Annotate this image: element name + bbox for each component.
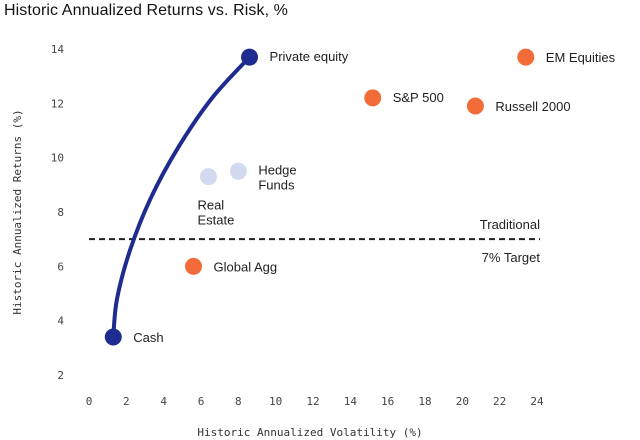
x-tick-label: 12 <box>306 395 319 408</box>
y-tick-label: 8 <box>57 206 64 219</box>
y-tick-label: 2 <box>57 369 64 382</box>
x-tick-label: 10 <box>269 395 282 408</box>
x-tick-label: 18 <box>418 395 431 408</box>
efficient-frontier-curve <box>111 55 252 339</box>
y-axis-title: Historic Annualized Returns (%) <box>11 109 24 314</box>
x-tick-label: 14 <box>344 395 358 408</box>
point-hedge-funds <box>229 162 247 180</box>
data-points <box>104 48 535 346</box>
label-private-equity: Private equity <box>270 49 349 64</box>
reference-line-label-top: Traditional <box>480 217 540 232</box>
x-tick-label: 2 <box>123 395 130 408</box>
y-tick-label: 4 <box>57 315 64 328</box>
label-s-p-500: S&P 500 <box>393 90 444 105</box>
reference-line-label-bottom: 7% Target <box>482 250 541 265</box>
point-global-agg <box>185 257 203 275</box>
y-tick-label: 10 <box>51 152 64 165</box>
point-russell-2000 <box>466 97 484 115</box>
x-tick-label: 8 <box>235 395 242 408</box>
label-russell-2000: Russell 2000 <box>495 99 570 114</box>
point-private-equity <box>241 48 259 66</box>
label-cash: Cash <box>133 330 163 345</box>
x-tick-label: 0 <box>86 395 93 408</box>
point-em-equities <box>517 48 535 66</box>
chart-title: Historic Annualized Returns vs. Risk, % <box>4 2 289 19</box>
x-tick-label: 16 <box>381 395 394 408</box>
point-s-p-500 <box>364 89 382 107</box>
label-hedge-funds: Hedge Funds <box>258 162 296 192</box>
y-axis-ticks: 2 4 6 8 10 12 14 <box>51 43 65 382</box>
x-tick-label: 20 <box>456 395 469 408</box>
point-real-estate <box>199 168 217 186</box>
x-tick-label: 24 <box>530 395 544 408</box>
label-global-agg: Global Agg <box>214 259 278 274</box>
y-tick-label: 6 <box>57 260 64 273</box>
x-axis-title: Historic Annualized Volatility (%) <box>197 426 422 439</box>
data-point-labels: Cash Private equity Real Estate Hedge Funds Gl… <box>133 49 615 345</box>
label-em-equities: EM Equities <box>546 50 616 65</box>
x-tick-label: 6 <box>198 395 205 408</box>
y-tick-label: 14 <box>51 43 65 56</box>
x-tick-label: 4 <box>160 395 167 408</box>
point-cash <box>104 328 122 346</box>
label-real-estate: Real Estate <box>197 198 234 228</box>
x-axis-ticks: 0 2 4 6 8 10 12 14 16 18 20 22 24 <box>86 395 544 408</box>
y-tick-label: 12 <box>51 97 64 110</box>
x-tick-label: 22 <box>493 395 506 408</box>
